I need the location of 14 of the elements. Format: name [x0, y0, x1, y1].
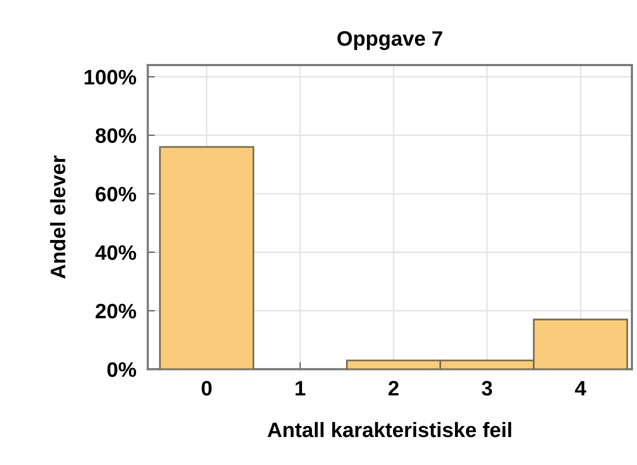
x-tick-label: 0: [202, 380, 212, 396]
y-tick-label: 20%: [96, 304, 136, 318]
y-tick-label: 80%: [96, 128, 136, 144]
x-tick-label: 4: [575, 381, 586, 396]
chart-title: Oppgave 7: [337, 31, 442, 50]
y-axis-title: Andel elever: [50, 156, 66, 279]
y-tick-label: 40%: [95, 245, 136, 260]
y-tick-label: 60%: [96, 186, 136, 202]
y-tick-label: 0%: [107, 362, 136, 377]
y-tick-label: 100%: [84, 70, 136, 85]
x-tick-label: 2: [388, 380, 399, 396]
x-tick-label: 1: [296, 381, 306, 396]
x-tick-label: 3: [482, 380, 492, 396]
x-axis-title: Antall karakteristiske feil: [268, 422, 512, 438]
